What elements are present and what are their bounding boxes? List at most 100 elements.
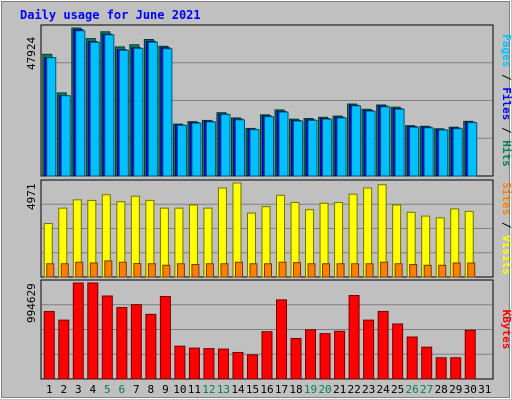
bar-pages-day-3 xyxy=(75,30,86,177)
bar-pages-day-10 xyxy=(176,124,187,177)
bar-pages-day-21 xyxy=(336,117,347,177)
bar-kbytes-day-30 xyxy=(464,329,476,380)
x-tick-label: 20 xyxy=(318,383,331,396)
legend-separator: / xyxy=(500,215,512,235)
bar-sites-day-15 xyxy=(249,263,258,278)
bar-pages-day-11 xyxy=(191,122,202,177)
x-tick-label: 24 xyxy=(377,383,391,396)
bar-kbytes-day-10 xyxy=(174,345,186,380)
bar-sites-day-19 xyxy=(307,263,316,278)
bar-sites-day-3 xyxy=(75,261,84,278)
x-tick-label: 29 xyxy=(449,383,462,396)
panel-legend: KBytes xyxy=(500,310,512,350)
x-tick-label: 2 xyxy=(60,383,67,396)
bar-pages-day-12 xyxy=(205,121,216,177)
bar-kbytes-day-22 xyxy=(348,295,360,380)
bar-sites-day-24 xyxy=(380,261,389,278)
bar-kbytes-day-14 xyxy=(232,351,244,380)
bar-sites-day-20 xyxy=(322,263,331,278)
x-tick-label: 17 xyxy=(275,383,288,396)
bar-sites-day-17 xyxy=(278,261,287,278)
legend-item: Sites xyxy=(500,182,512,215)
bar-pages-day-4 xyxy=(89,41,100,177)
bar-kbytes-day-4 xyxy=(87,282,99,380)
bar-kbytes-day-13 xyxy=(217,348,229,380)
legend-separator: / xyxy=(500,120,512,140)
bar-kbytes-day-23 xyxy=(363,319,375,380)
x-tick-label: 8 xyxy=(148,383,155,396)
legend-separator: / xyxy=(500,67,512,87)
bar-pages-day-14 xyxy=(234,119,245,177)
bar-kbytes-day-16 xyxy=(261,331,273,380)
bar-sites-day-27 xyxy=(423,264,432,278)
bar-sites-day-28 xyxy=(438,264,447,278)
bar-sites-day-12 xyxy=(205,263,214,278)
panel-legend: Sites / Visits xyxy=(500,182,512,275)
x-tick-label: 9 xyxy=(162,383,169,396)
bar-pages-day-13 xyxy=(220,114,231,177)
bar-sites-day-23 xyxy=(365,263,374,278)
bar-sites-day-22 xyxy=(351,263,360,278)
bar-kbytes-day-28 xyxy=(435,357,447,380)
bar-pages-day-24 xyxy=(380,106,391,177)
bar-kbytes-day-29 xyxy=(450,357,462,380)
x-tick-label: 27 xyxy=(420,383,433,396)
bar-sites-day-6 xyxy=(118,261,127,278)
panel-kbytes-ymax-label: 994629 xyxy=(25,283,38,323)
bar-kbytes-day-20 xyxy=(319,333,331,380)
legend-item: Pages xyxy=(500,34,512,67)
bar-sites-day-13 xyxy=(220,263,229,278)
x-tick-label: 25 xyxy=(391,383,404,396)
bar-pages-day-18 xyxy=(293,120,304,177)
bar-kbytes-day-17 xyxy=(276,299,288,380)
bar-sites-day-2 xyxy=(60,263,69,278)
bar-sites-day-14 xyxy=(234,261,243,278)
bar-pages-day-23 xyxy=(365,110,376,177)
bar-sites-day-16 xyxy=(264,263,272,278)
bar-sites-day-5 xyxy=(104,260,113,278)
bar-sites-day-21 xyxy=(336,263,345,278)
legend-item: Visits xyxy=(500,235,512,275)
bar-pages-day-5 xyxy=(104,34,115,177)
x-tick-label: 28 xyxy=(435,383,448,396)
x-axis-labels: 1 2 3 4 5 6 7 8 9 10 11 12 13 14 15 16 17 18 19 20 21 22 23 24 2… xyxy=(46,383,491,396)
bar-pages-day-15 xyxy=(249,129,260,177)
panel-hits-ymax-label: 47924 xyxy=(25,37,38,70)
panel-legend: Pages / Files / Hits xyxy=(500,34,512,167)
bar-pages-day-19 xyxy=(307,119,318,177)
bar-sites-day-7 xyxy=(133,263,142,278)
bar-kbytes-day-18 xyxy=(290,337,302,380)
x-tick-label: 1 xyxy=(46,383,53,396)
bar-kbytes-day-1 xyxy=(43,310,55,380)
bar-sites-day-11 xyxy=(191,264,200,278)
bar-pages-day-20 xyxy=(322,118,333,177)
x-tick-label: 21 xyxy=(333,383,346,396)
bar-kbytes-day-8 xyxy=(145,313,157,380)
bar-pages-day-1 xyxy=(46,57,57,177)
legend-item: KBytes xyxy=(500,310,512,350)
x-tick-label: 19 xyxy=(304,383,317,396)
x-tick-label: 23 xyxy=(362,383,375,396)
bar-sites-day-29 xyxy=(452,262,461,278)
bar-pages-day-25 xyxy=(394,108,405,177)
x-tick-label: 12 xyxy=(202,383,215,396)
bar-kbytes-day-12 xyxy=(203,348,215,380)
x-tick-label: 26 xyxy=(406,383,419,396)
bar-pages-day-29 xyxy=(452,128,463,177)
bar-pages-day-22 xyxy=(351,105,362,177)
bar-kbytes-day-21 xyxy=(334,330,346,380)
legend-item: Hits xyxy=(500,140,512,167)
bar-sites-day-26 xyxy=(409,264,418,278)
bar-kbytes-day-5 xyxy=(101,295,113,380)
bar-sites-day-1 xyxy=(46,263,55,278)
bar-pages-day-6 xyxy=(118,49,129,177)
bar-pages-day-27 xyxy=(423,127,434,177)
bar-pages-day-28 xyxy=(438,129,449,177)
bar-pages-day-8 xyxy=(147,41,158,177)
panel-visits-ymax-label: 4971 xyxy=(25,184,38,211)
panel-visits-sites: 4971 Sites / Visits xyxy=(25,179,512,278)
bar-kbytes-day-2 xyxy=(58,319,70,380)
x-tick-label: 11 xyxy=(188,383,201,396)
bar-kbytes-day-15 xyxy=(246,354,258,380)
bar-pages-day-7 xyxy=(133,47,144,177)
